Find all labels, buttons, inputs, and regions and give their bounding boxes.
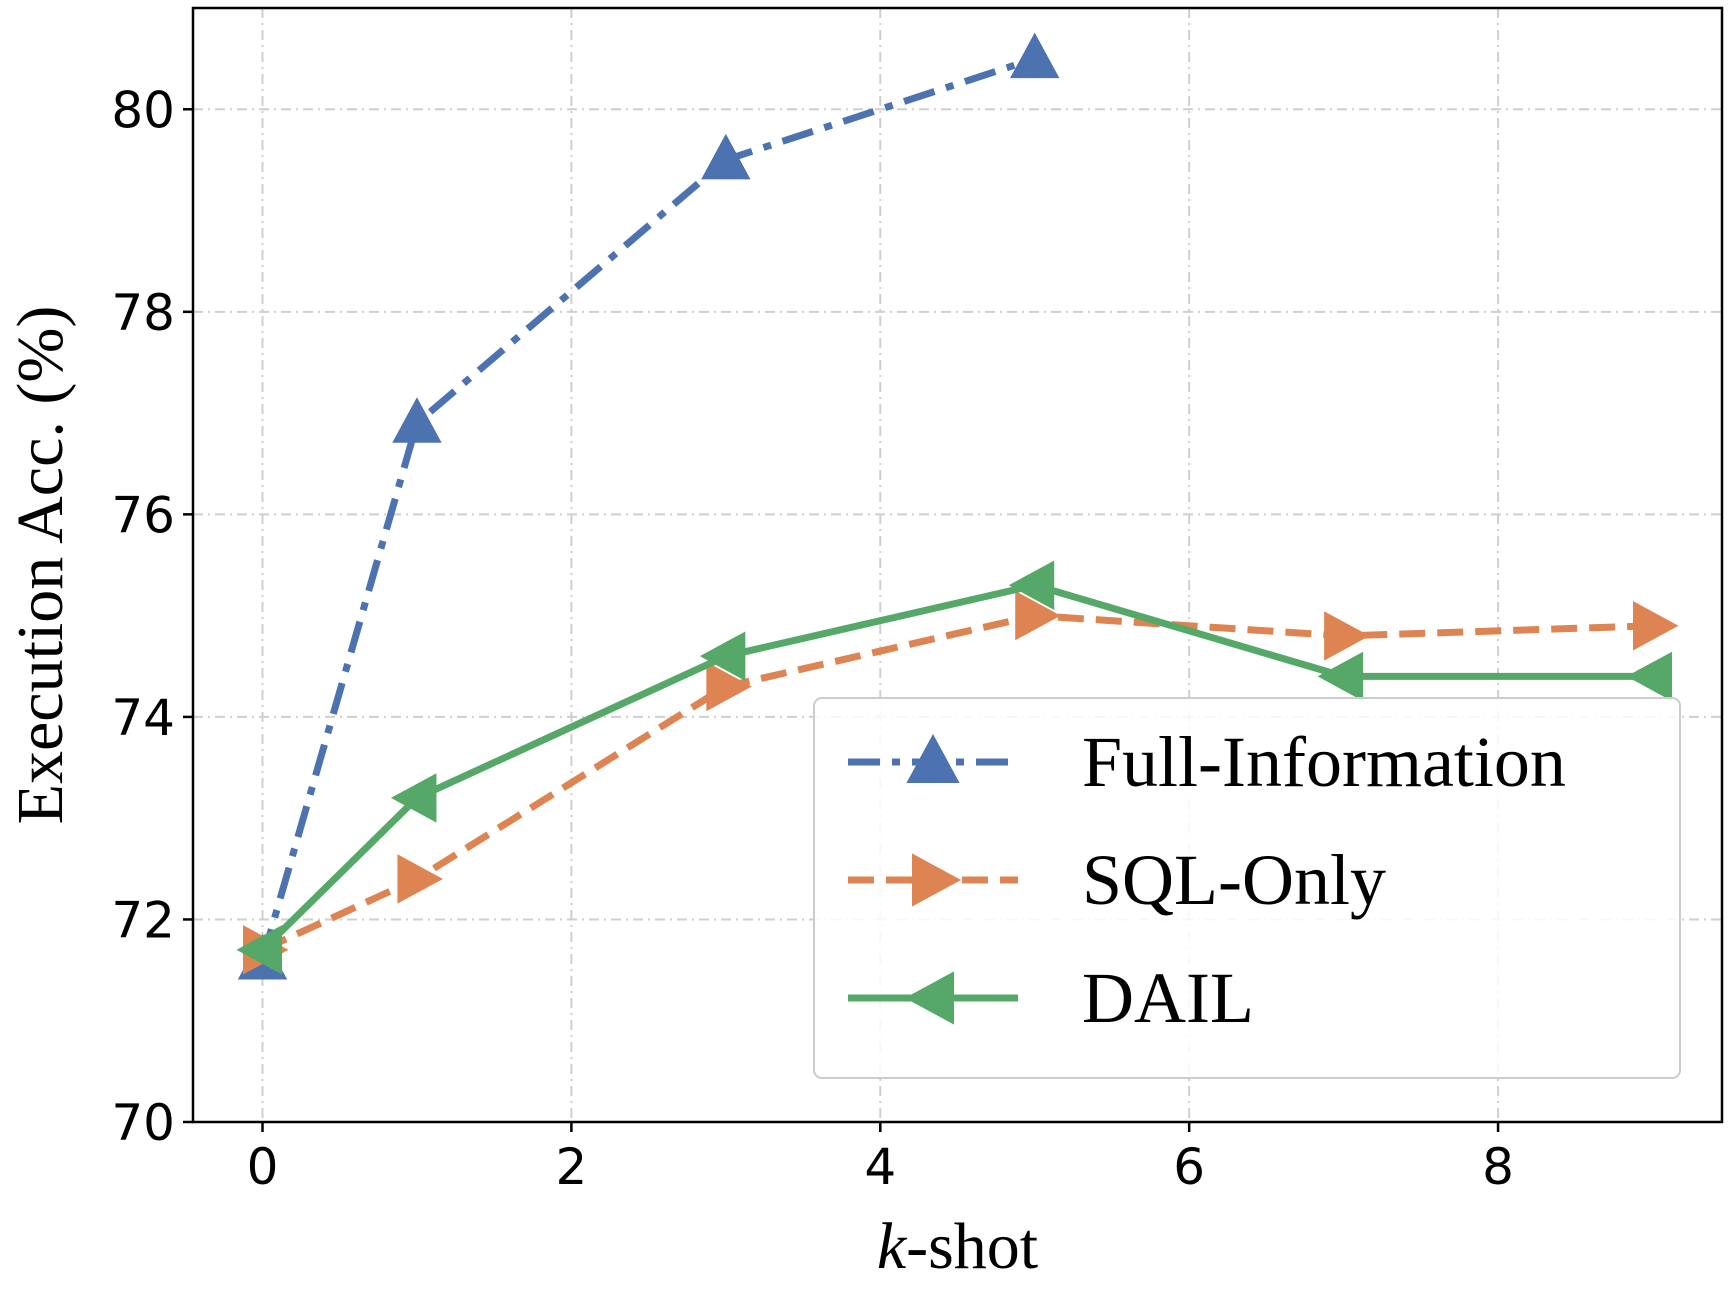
data-point — [701, 133, 751, 180]
legend-item: DAIL — [848, 958, 1254, 1038]
x-tick-label: 2 — [555, 1138, 587, 1196]
series-line — [260, 581, 1653, 953]
data-point — [392, 397, 442, 443]
data-point — [236, 925, 282, 975]
plot-frame — [191, 6, 1724, 1124]
series-layer — [236, 32, 1679, 980]
data-point — [1008, 560, 1055, 610]
data-point — [699, 631, 746, 681]
data-point — [397, 854, 443, 904]
legend-marker — [912, 853, 961, 907]
x-axis-title: k-shot — [877, 1210, 1038, 1283]
x-tick-label: 8 — [1482, 1138, 1514, 1196]
legend-label: SQL-Only — [1082, 840, 1386, 920]
x-tick-label: 0 — [247, 1138, 279, 1196]
data-point — [706, 661, 752, 712]
x-axis-title-italic: k — [877, 1210, 908, 1283]
data-point — [390, 773, 437, 823]
series-dail — [236, 560, 1672, 975]
y-tick-label: 78 — [111, 284, 175, 342]
data-point — [1626, 651, 1672, 702]
legend-label: Full-Information — [1082, 722, 1566, 802]
y-axis-title: Execution Acc. (%) — [4, 306, 77, 825]
legend-item: Full-Information — [848, 722, 1566, 802]
y-tick-label: 80 — [111, 81, 175, 139]
data-point — [1633, 601, 1679, 651]
x-tick-label: 4 — [864, 1138, 896, 1196]
series-line — [259, 55, 1036, 961]
legend-marker — [906, 734, 960, 783]
x-tick-label: 6 — [1173, 1138, 1205, 1196]
y-tick-label: 74 — [111, 689, 175, 747]
y-tick-label: 72 — [111, 891, 175, 949]
x-axis-title-rest: -shot — [906, 1210, 1038, 1283]
legend: Full-Information SQL-Only DAIL — [813, 697, 1681, 1079]
legend-label: DAIL — [1082, 958, 1254, 1038]
series-line — [261, 612, 1653, 954]
legend-marker — [905, 971, 954, 1025]
data-point — [1317, 651, 1364, 702]
data-point — [1015, 590, 1061, 641]
legend-box — [813, 697, 1681, 1079]
data-point — [1324, 611, 1370, 661]
series-sql-only — [243, 590, 1679, 975]
legend-item: SQL-Only — [848, 840, 1386, 920]
y-tick-label: 70 — [111, 1094, 175, 1152]
data-point — [1010, 32, 1060, 79]
y-tick-label: 76 — [111, 486, 175, 544]
